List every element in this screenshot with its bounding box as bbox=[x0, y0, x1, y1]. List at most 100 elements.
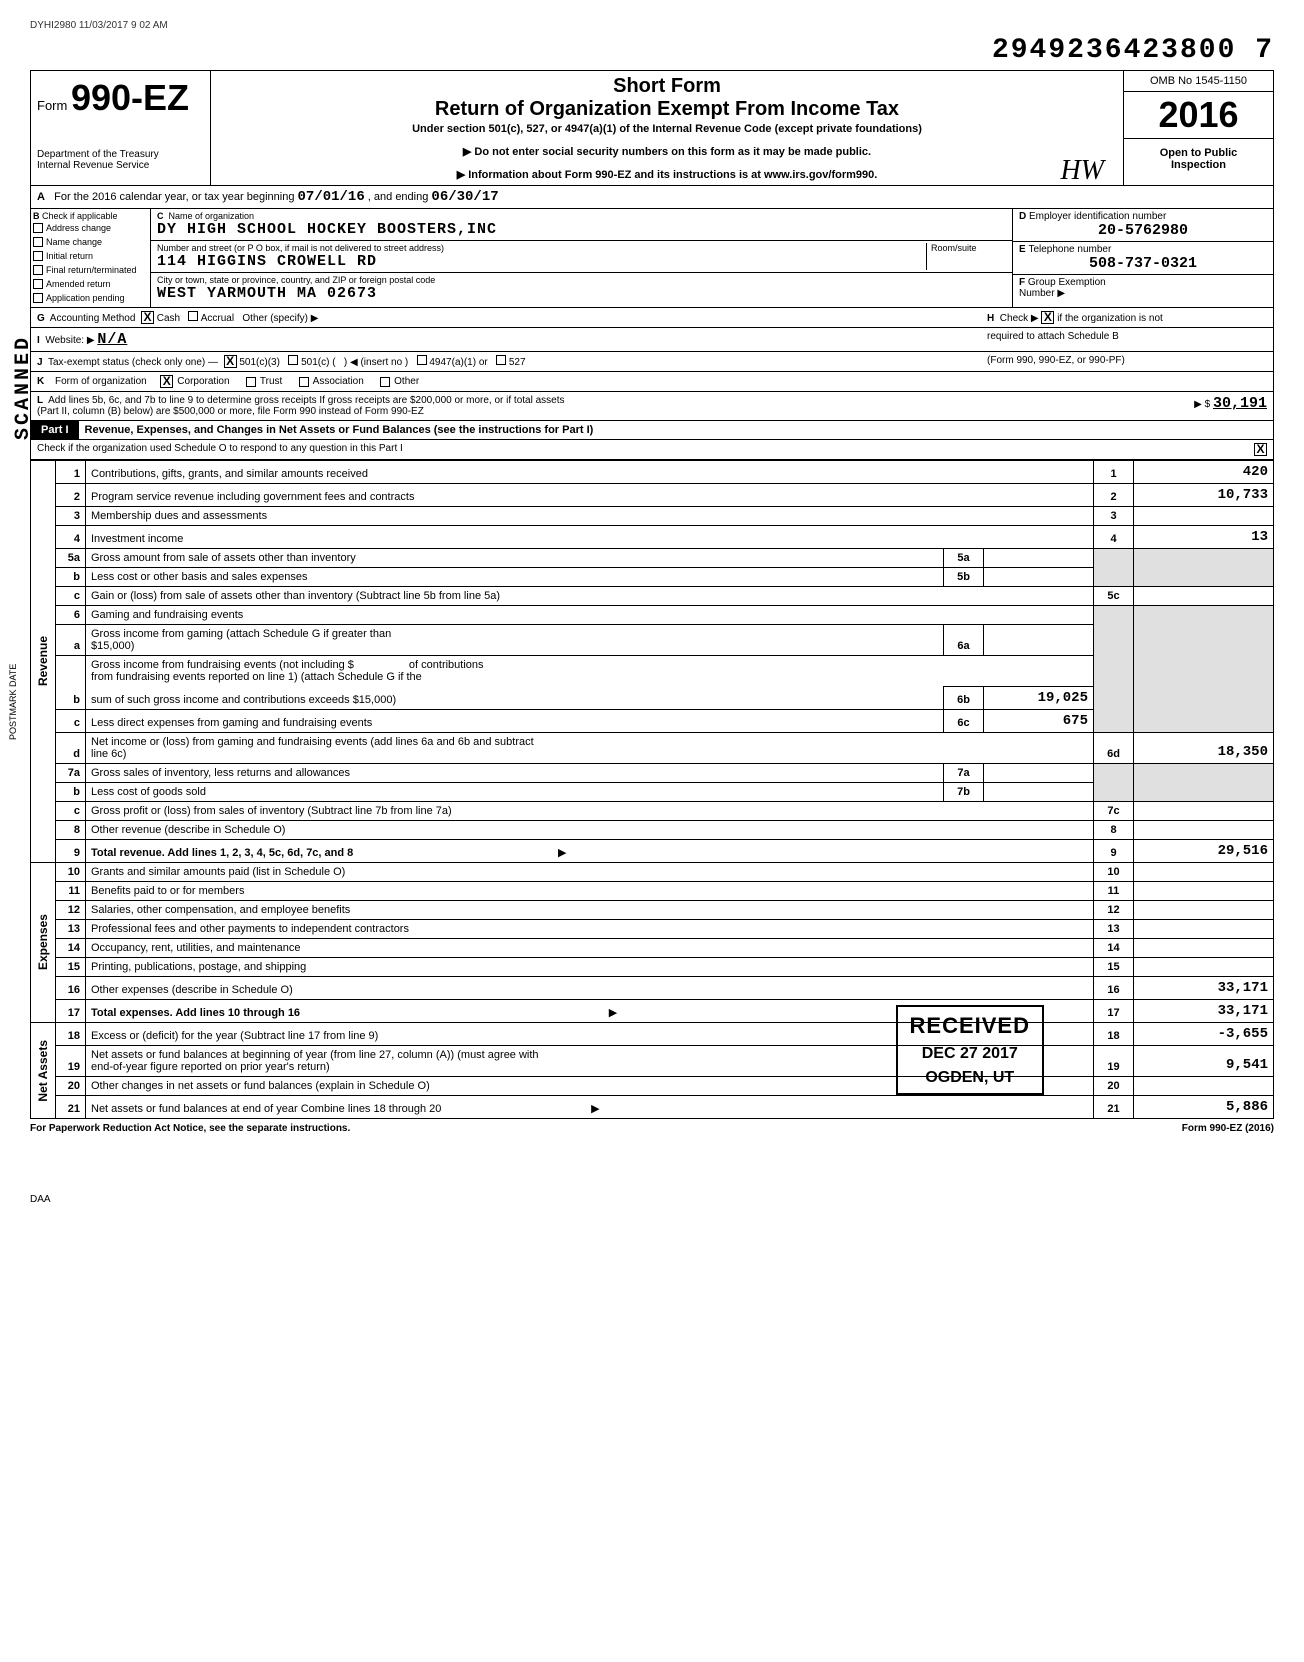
chk-association[interactable] bbox=[299, 377, 309, 387]
line-7b-val bbox=[984, 783, 1094, 802]
city-state-zip: WEST YARMOUTH MA 02673 bbox=[157, 285, 1006, 302]
group-exemption-label: Group Exemption bbox=[1028, 277, 1106, 288]
group-number-label: Number ▶ bbox=[1019, 288, 1267, 299]
chk-amended-return[interactable] bbox=[33, 279, 43, 289]
chk-trust[interactable] bbox=[246, 377, 256, 387]
postmark-stamp: POSTMARK DATE bbox=[8, 664, 18, 740]
lbl-amended-return: Amended return bbox=[46, 279, 111, 289]
line-21-val: 5,886 bbox=[1134, 1096, 1274, 1119]
short-form-title: Short Form bbox=[219, 75, 1115, 98]
line-2-desc: Program service revenue including govern… bbox=[86, 484, 1094, 507]
chk-cash[interactable]: X bbox=[141, 311, 154, 324]
line-21-desc: Net assets or fund balances at end of ye… bbox=[86, 1096, 1094, 1119]
row-i: I Website: ▶ N/A required to attach Sche… bbox=[30, 328, 1274, 352]
line-6a-desc: Gross income from gaming (attach Schedul… bbox=[86, 625, 944, 656]
line-9-desc: Total revenue. Add lines 1, 2, 3, 4, 5c,… bbox=[86, 840, 1094, 863]
line-6a-val bbox=[984, 625, 1094, 656]
lbl-accrual: Accrual bbox=[201, 313, 234, 324]
chk-other-org[interactable] bbox=[380, 377, 390, 387]
line-16-desc: Other expenses (describe in Schedule O) bbox=[86, 977, 1094, 1000]
line-7b-desc: Less cost of goods sold bbox=[86, 783, 944, 802]
line-6d-val: 18,350 bbox=[1134, 733, 1274, 764]
tax-year-begin: 07/01/16 bbox=[298, 189, 365, 205]
tax-exempt-label: Tax-exempt status (check only one) — bbox=[48, 357, 218, 368]
h-text3: required to attach Schedule B bbox=[987, 331, 1267, 348]
tax-year-end: 06/30/17 bbox=[431, 189, 498, 205]
row-j: J Tax-exempt status (check only one) — X… bbox=[30, 352, 1274, 372]
line-20-val bbox=[1134, 1077, 1274, 1096]
chk-final-return[interactable] bbox=[33, 265, 43, 275]
paperwork-notice: For Paperwork Reduction Act Notice, see … bbox=[30, 1123, 350, 1134]
form-ref: Form 990-EZ (2016) bbox=[1182, 1123, 1274, 1134]
lbl-name-change: Name change bbox=[46, 237, 102, 247]
signature-initials: HW bbox=[1060, 155, 1104, 187]
line-9-val: 29,516 bbox=[1134, 840, 1274, 863]
chk-501c3[interactable]: X bbox=[224, 355, 237, 368]
line-6d-desc: Net income or (loss) from gaming and fun… bbox=[86, 733, 1094, 764]
line-17-val: 33,171 bbox=[1134, 1000, 1274, 1023]
chk-initial-return[interactable] bbox=[33, 251, 43, 261]
chk-schedule-o[interactable]: X bbox=[1254, 443, 1267, 456]
row-g: G Accounting Method X Cash Accrual Other… bbox=[30, 308, 1274, 328]
chk-501c[interactable] bbox=[288, 355, 298, 365]
note-ssn: ▶ Do not enter social security numbers o… bbox=[219, 145, 1115, 158]
received-stamp: RECEIVED DEC 27 2017 OGDEN, UT bbox=[896, 1005, 1044, 1095]
line-19-val: 9,541 bbox=[1134, 1046, 1274, 1077]
line-6b-desc: Gross income from fundraising events (no… bbox=[86, 656, 1094, 687]
ein-label: Employer identification number bbox=[1029, 211, 1166, 222]
lbl-application-pending: Application pending bbox=[46, 293, 125, 303]
subtitle: Under section 501(c), 527, or 4947(a)(1)… bbox=[219, 123, 1115, 135]
daa-label: DAA bbox=[30, 1194, 1274, 1205]
form-org-label: Form of organization bbox=[55, 376, 147, 387]
line-8-val bbox=[1134, 821, 1274, 840]
line-6b-val: 19,025 bbox=[984, 687, 1094, 710]
schedule-o-text: Check if the organization used Schedule … bbox=[37, 443, 403, 456]
line-5b-val bbox=[984, 568, 1094, 587]
check-if-applicable: Check if applicable bbox=[42, 211, 118, 221]
open-public-2: Inspection bbox=[1128, 159, 1269, 171]
line-15-val bbox=[1134, 958, 1274, 977]
gross-receipts-amount: 30,191 bbox=[1213, 395, 1267, 412]
addr-label: Number and street (or P O box, if mail i… bbox=[157, 243, 926, 253]
chk-527[interactable] bbox=[496, 355, 506, 365]
chk-4947[interactable] bbox=[417, 355, 427, 365]
line-6c-desc: Less direct expenses from gaming and fun… bbox=[86, 710, 944, 733]
scanned-stamp: SCANNED bbox=[12, 335, 35, 440]
chk-accrual[interactable] bbox=[188, 311, 198, 321]
schedule-o-check-row: Check if the organization used Schedule … bbox=[30, 440, 1274, 460]
line-3-val bbox=[1134, 507, 1274, 526]
chk-corporation[interactable]: X bbox=[160, 375, 173, 388]
line-4-desc: Investment income bbox=[86, 526, 1094, 549]
address: 114 HIGGINS CROWELL RD bbox=[157, 253, 926, 270]
return-title: Return of Organization Exempt From Incom… bbox=[219, 98, 1115, 121]
line-5a-desc: Gross amount from sale of assets other t… bbox=[86, 549, 944, 568]
chk-name-change[interactable] bbox=[33, 237, 43, 247]
chk-schedule-b[interactable]: X bbox=[1041, 311, 1054, 324]
line-6-desc: Gaming and fundraising events bbox=[86, 606, 1094, 625]
form-label: Form bbox=[37, 98, 67, 113]
received-location: OGDEN, UT bbox=[910, 1069, 1030, 1087]
line-16-val: 33,171 bbox=[1134, 977, 1274, 1000]
line-7c-desc: Gross profit or (loss) from sales of inv… bbox=[86, 802, 1094, 821]
city-label: City or town, state or province, country… bbox=[157, 275, 1006, 285]
line-4-val: 13 bbox=[1134, 526, 1274, 549]
line-18-val: -3,655 bbox=[1134, 1023, 1274, 1046]
line-12-val bbox=[1134, 901, 1274, 920]
lbl-cash: Cash bbox=[157, 313, 180, 324]
form-number: 990-EZ bbox=[71, 77, 189, 118]
website-label: Website: ▶ bbox=[45, 335, 94, 346]
line-11-val bbox=[1134, 882, 1274, 901]
ein: 20-5762980 bbox=[1019, 222, 1267, 239]
dln-number: 2949236423800 7 bbox=[30, 35, 1274, 66]
line-5a-val bbox=[984, 549, 1094, 568]
line-7a-val bbox=[984, 764, 1094, 783]
part-1-header: Part I Revenue, Expenses, and Changes in… bbox=[30, 421, 1274, 440]
row-l: L Add lines 5b, 6c, and 7b to line 9 to … bbox=[30, 392, 1274, 421]
row-k: K Form of organization X Corporation Tru… bbox=[30, 372, 1274, 392]
line-7c-val bbox=[1134, 802, 1274, 821]
chk-application-pending[interactable] bbox=[33, 293, 43, 303]
line-14-val bbox=[1134, 939, 1274, 958]
line-15-desc: Printing, publications, postage, and shi… bbox=[86, 958, 1094, 977]
dept-irs: Internal Revenue Service bbox=[37, 160, 204, 171]
chk-address-change[interactable] bbox=[33, 223, 43, 233]
